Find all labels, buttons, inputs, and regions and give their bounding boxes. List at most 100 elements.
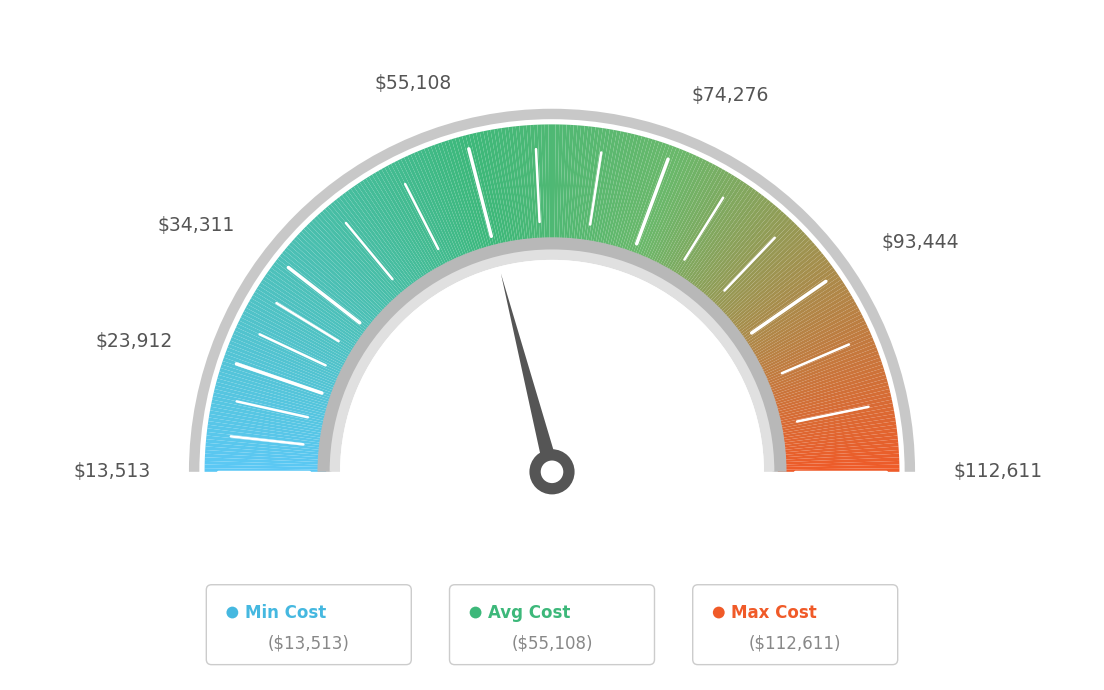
Wedge shape [682,188,756,289]
Wedge shape [512,126,529,248]
Text: ($55,108): ($55,108) [511,635,593,653]
Wedge shape [225,351,340,395]
Wedge shape [775,417,895,439]
Wedge shape [743,286,847,353]
Wedge shape [777,453,899,462]
Wedge shape [267,270,368,343]
Wedge shape [554,124,560,246]
Wedge shape [417,150,467,264]
Wedge shape [318,237,786,472]
Wedge shape [388,164,447,273]
Wedge shape [215,382,333,415]
Wedge shape [716,234,808,319]
Wedge shape [606,135,638,253]
Wedge shape [348,188,422,289]
Wedge shape [421,149,469,263]
Wedge shape [549,124,552,246]
Wedge shape [650,159,707,270]
Wedge shape [309,221,395,310]
Wedge shape [226,347,341,393]
Wedge shape [227,344,342,391]
Wedge shape [484,130,510,250]
Wedge shape [241,314,351,371]
Wedge shape [233,331,346,382]
Wedge shape [442,141,482,258]
Wedge shape [277,256,375,333]
Wedge shape [397,159,454,270]
Wedge shape [723,245,817,326]
Wedge shape [762,344,877,391]
Wedge shape [247,302,355,363]
Wedge shape [701,211,785,304]
Wedge shape [777,461,900,467]
Wedge shape [211,403,330,429]
Bar [118,472,986,690]
Wedge shape [394,161,452,270]
Wedge shape [544,124,550,246]
Text: $55,108: $55,108 [374,74,452,92]
Wedge shape [757,327,869,380]
Wedge shape [661,168,722,275]
Wedge shape [208,424,328,444]
Wedge shape [210,406,330,432]
Wedge shape [744,288,849,355]
Wedge shape [251,295,358,359]
Wedge shape [709,221,795,310]
Wedge shape [761,337,873,386]
Circle shape [541,460,563,483]
Wedge shape [581,127,599,248]
Wedge shape [538,125,545,246]
Text: ($112,611): ($112,611) [749,635,841,653]
Wedge shape [534,125,542,246]
Circle shape [469,607,481,618]
Wedge shape [480,131,508,251]
Wedge shape [210,411,330,434]
Wedge shape [774,411,894,434]
Wedge shape [641,153,693,266]
Wedge shape [250,298,357,361]
Wedge shape [365,177,433,281]
Text: Avg Cost: Avg Cost [488,604,570,622]
Wedge shape [715,231,805,317]
Wedge shape [337,197,414,295]
Text: ($13,513): ($13,513) [268,635,350,653]
Wedge shape [736,270,837,343]
Wedge shape [615,138,652,255]
Wedge shape [322,209,404,302]
Wedge shape [771,382,889,415]
Wedge shape [328,204,408,299]
Wedge shape [569,126,581,247]
Wedge shape [747,298,854,361]
Wedge shape [205,439,327,453]
Wedge shape [687,193,762,292]
Wedge shape [340,260,764,472]
Wedge shape [611,136,646,255]
Wedge shape [445,140,485,257]
Wedge shape [224,354,340,397]
Wedge shape [204,461,327,467]
Wedge shape [530,125,540,246]
Wedge shape [458,136,493,255]
Wedge shape [333,199,412,296]
Wedge shape [679,184,751,286]
Wedge shape [289,242,383,324]
Wedge shape [360,180,429,284]
Wedge shape [304,226,392,314]
Wedge shape [769,378,888,413]
Wedge shape [696,204,776,299]
Text: Max Cost: Max Cost [731,604,817,622]
Wedge shape [746,295,853,359]
Wedge shape [325,206,406,301]
Wedge shape [287,245,381,326]
Wedge shape [646,156,700,268]
Wedge shape [306,224,394,312]
Text: Min Cost: Min Cost [244,604,326,622]
Wedge shape [339,195,415,293]
Wedge shape [596,131,624,251]
Wedge shape [214,389,332,420]
Wedge shape [261,279,364,349]
Wedge shape [317,214,401,306]
Wedge shape [733,265,834,339]
Wedge shape [205,453,327,462]
Circle shape [226,607,238,618]
